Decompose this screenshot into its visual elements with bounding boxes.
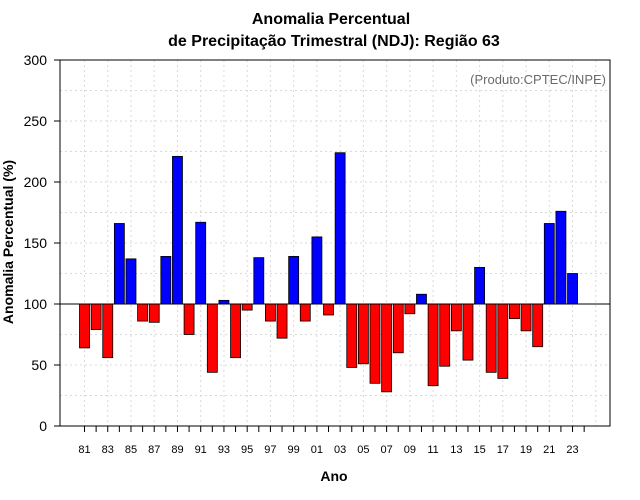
x-tick-label: 19 — [520, 444, 532, 456]
bar-2003 — [334, 152, 346, 305]
y-axis-title: Anomalia Percentual (%) — [0, 160, 16, 324]
bar-1981 — [79, 303, 90, 349]
grid-layer — [60, 60, 610, 426]
y-axis: 0 50 100 150 200 250 300 — [24, 52, 60, 434]
bar-2015 — [474, 266, 485, 305]
bar-1994 — [230, 303, 241, 359]
bar-1991 — [195, 221, 207, 305]
bar-1993 — [218, 299, 230, 305]
x-tick-label: 23 — [566, 444, 578, 456]
x-tick-label: 07 — [380, 444, 392, 456]
bar-2014 — [462, 303, 474, 361]
bar-1992 — [206, 303, 218, 373]
y-tick-label: 0 — [39, 418, 47, 434]
x-tick-label: 11 — [427, 444, 438, 456]
x-tick-label: 17 — [497, 444, 509, 456]
x-tick-label: 89 — [171, 444, 183, 456]
bar-1995 — [241, 303, 253, 311]
x-tick-label: 13 — [450, 444, 462, 456]
x-tick-label: 93 — [218, 444, 230, 456]
x-tick-label: 01 — [311, 444, 323, 456]
bar-1990 — [183, 303, 195, 335]
credit-label: (Produto:CPTEC/INPE) — [470, 72, 606, 87]
bar-2022 — [555, 210, 567, 305]
x-tick-label: 87 — [148, 444, 160, 456]
bar-1997 — [265, 303, 276, 322]
bar-2020 — [532, 303, 544, 348]
bar-2016 — [485, 303, 497, 373]
x-tick-label: 91 — [195, 444, 207, 456]
chart-title-line1: Anomalia Percentual — [252, 11, 410, 28]
x-tick-label: 99 — [288, 444, 300, 456]
bar-2008 — [392, 303, 404, 354]
bar-2000 — [299, 303, 311, 322]
bar-1989 — [172, 155, 183, 305]
bar-2005 — [357, 303, 369, 365]
x-tick-label: 05 — [357, 444, 369, 456]
bar-2021 — [543, 223, 555, 305]
bar-2004 — [346, 303, 358, 368]
x-axis: 81 83 85 87 89 91 93 95 97 99 01 03 05 07 09 11 13 15 17 19… — [78, 426, 585, 456]
x-tick-label: 03 — [334, 444, 346, 456]
y-tick-label: 150 — [24, 235, 48, 251]
y-tick-label: 300 — [24, 52, 48, 68]
bar-2023 — [567, 273, 578, 305]
x-tick-label: 83 — [102, 444, 114, 456]
bar-1988 — [160, 256, 172, 305]
bar-1998 — [276, 303, 288, 339]
bar-1987 — [148, 303, 160, 323]
bar-2002 — [323, 303, 334, 316]
y-tick-label: 50 — [31, 357, 47, 373]
bar-2019 — [520, 303, 532, 332]
chart-title-line2: de Precipitação Trimestral (NDJ): Região… — [168, 33, 500, 50]
x-axis-title: Ano — [320, 468, 347, 484]
bar-1986 — [137, 303, 149, 322]
x-tick-label: 09 — [404, 444, 416, 456]
bar-2017 — [497, 303, 509, 379]
y-tick-label: 250 — [24, 113, 48, 129]
bar-1999 — [288, 256, 300, 305]
bar-2013 — [450, 303, 462, 332]
bar-2010 — [416, 293, 427, 305]
bar-2006 — [369, 303, 381, 384]
bar-1996 — [253, 257, 265, 305]
bar-1982 — [90, 303, 102, 331]
bar-2018 — [509, 303, 520, 320]
bar-2007 — [381, 303, 393, 393]
bar-1985 — [125, 258, 137, 305]
bar-2011 — [427, 303, 439, 387]
x-tick-label: 15 — [473, 444, 485, 456]
y-tick-label: 100 — [24, 296, 48, 312]
x-tick-label: 21 — [543, 444, 555, 456]
x-tick-label: 81 — [78, 444, 90, 456]
x-tick-label: 97 — [264, 444, 276, 456]
y-tick-label: 200 — [24, 174, 48, 190]
bar-1984 — [113, 223, 125, 305]
bar-2012 — [439, 303, 451, 367]
bar-2009 — [404, 303, 416, 315]
bars-layer — [79, 152, 578, 393]
x-tick-label: 85 — [125, 444, 137, 456]
bar-2001 — [311, 236, 323, 305]
x-tick-label: 95 — [241, 444, 253, 456]
bar-1983 — [102, 303, 114, 359]
